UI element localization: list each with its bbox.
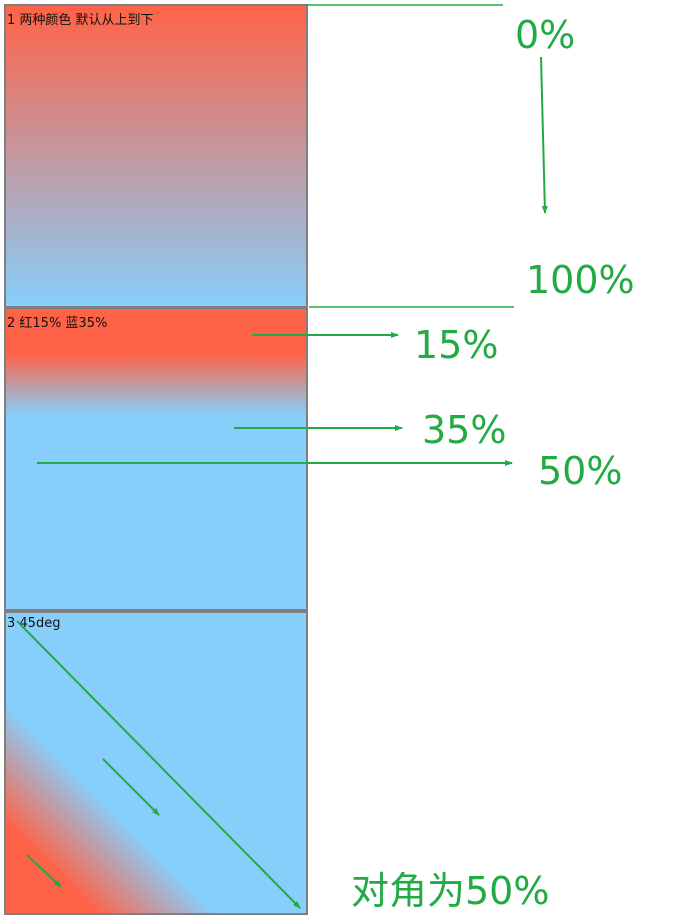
annotation-red-stop: 15% <box>414 323 498 367</box>
annotation-middle: 50% <box>538 449 622 493</box>
box-label-2: 2 红15% 蓝35% <box>7 316 108 331</box>
direction-arrow <box>540 56 548 214</box>
gradient-box-45deg: 3 45deg <box>4 611 308 915</box>
box-label-1: 1 两种颜色 默认从上到下 <box>7 13 154 28</box>
gradient-box-stops: 2 红15% 蓝35% <box>4 307 308 611</box>
annotation-start: 0% <box>515 13 575 57</box>
box-label-3: 3 45deg <box>7 616 61 631</box>
gradient-box-default: 1 两种颜色 默认从上到下 <box>4 4 308 308</box>
annotation-end: 100% <box>526 258 635 302</box>
annotation-blue-stop: 35% <box>422 408 506 452</box>
annotation-diagonal: 对角为50% <box>351 869 549 913</box>
